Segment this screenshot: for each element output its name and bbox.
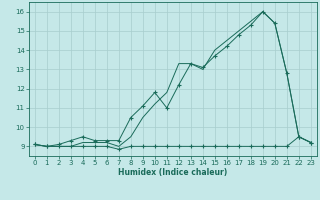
X-axis label: Humidex (Indice chaleur): Humidex (Indice chaleur) (118, 168, 228, 177)
